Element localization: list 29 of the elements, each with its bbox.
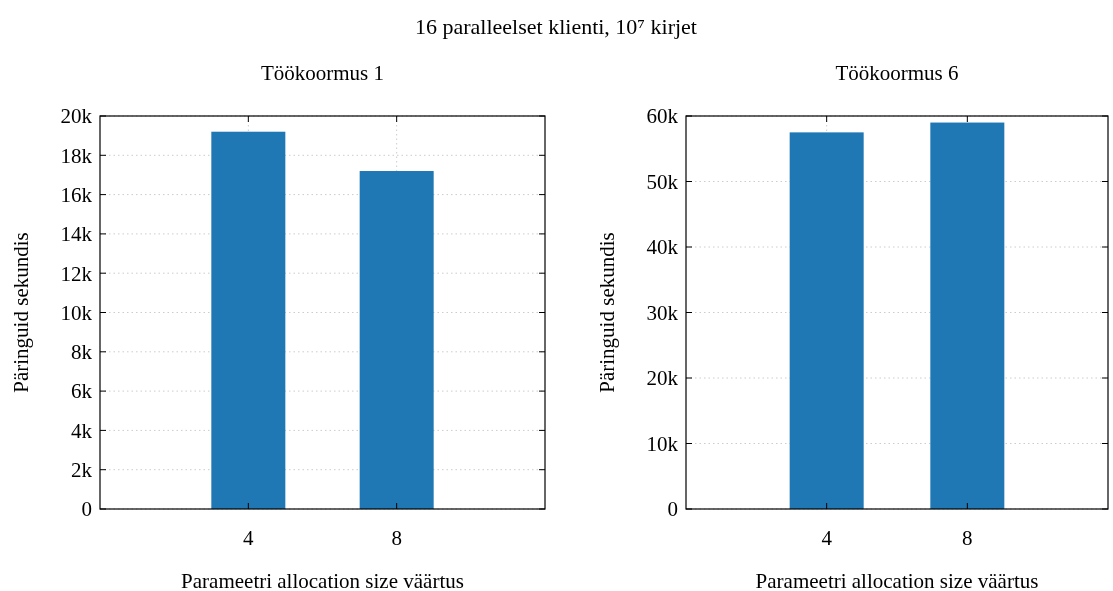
y-axis-title: Päringuid sekundis [595, 232, 619, 393]
y-tick-label: 14k [60, 222, 93, 247]
y-tick-label: 20k [646, 366, 679, 391]
y-tick-label: 10k [646, 431, 679, 456]
x-tick-label: 8 [962, 526, 973, 550]
x-tick-label: 4 [243, 526, 255, 550]
x-axis-title: Parameetri allocation size väärtus [755, 569, 1039, 591]
chart-subtitle: Töökoormus 6 [835, 61, 959, 85]
y-tick-label: 60k [646, 104, 679, 129]
chart-subtitle: Töökoormus 1 [260, 61, 385, 85]
y-tick-label: 50k [646, 169, 679, 194]
y-tick-label: 8k [71, 340, 93, 365]
x-tick-label: 4 [821, 526, 833, 550]
y-tick-label: 20k [60, 104, 93, 129]
y-tick-label: 4k [71, 418, 93, 443]
y-tick-label: 10k [60, 300, 93, 325]
y-tick-label: 40k [646, 235, 679, 260]
x-axis-title: Parameetri allocation size väärtus [181, 569, 464, 591]
y-axis-title: Päringuid sekundis [9, 232, 33, 393]
y-tick-label: 18k [60, 143, 93, 168]
x-tick-label: 8 [391, 526, 402, 550]
y-tick-label: 0 [667, 497, 678, 522]
y-tick-label: 6k [71, 379, 93, 404]
y-tick-label: 12k [60, 261, 93, 286]
y-tick-label: 16k [60, 182, 93, 207]
chart-title: 16 paralleelset klienti, 10⁷ kirjet [415, 14, 697, 39]
y-tick-label: 30k [646, 300, 679, 325]
y-tick-label: 2k [71, 458, 93, 483]
y-tick-label: 0 [81, 497, 92, 522]
